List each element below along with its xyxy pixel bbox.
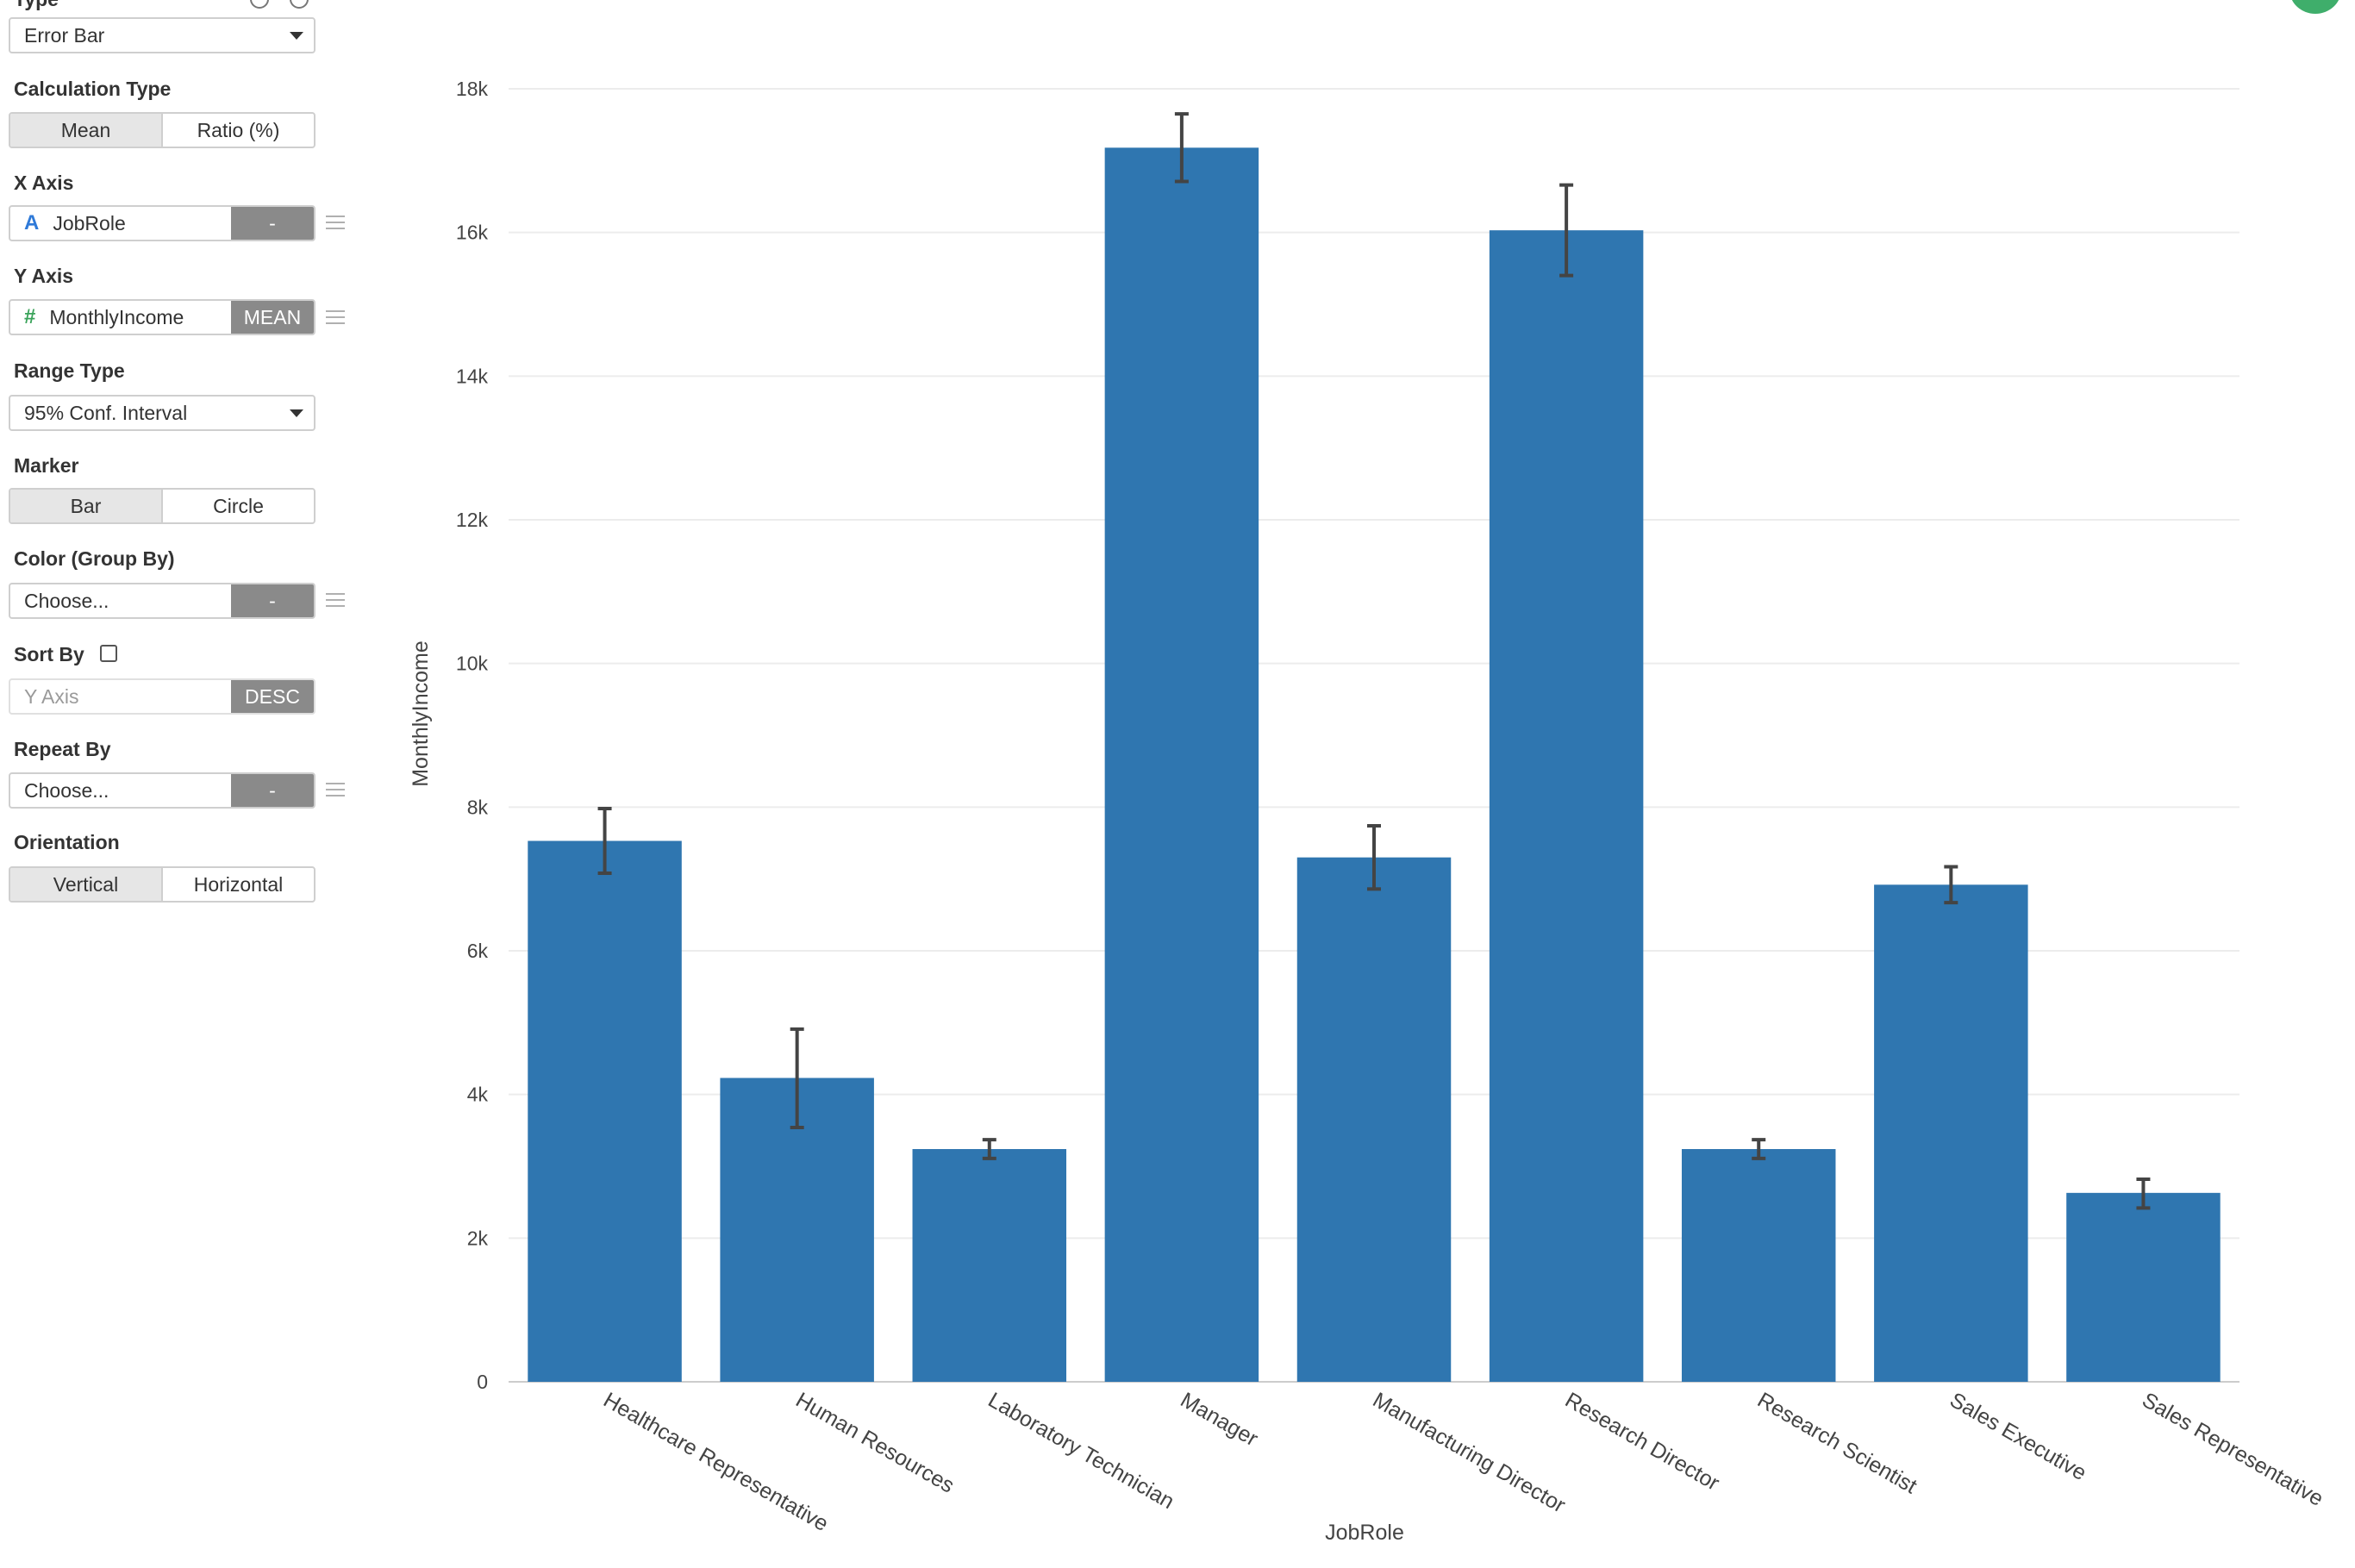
chart-area: 0 2k 4k 6k 8k 10k 12k 14k 16k 18k Healthcare Repre… [362, 0, 2355, 1564]
color-group-by-value[interactable]: Choose... [24, 589, 109, 612]
y-tick-label: 10k [456, 653, 489, 675]
y-axis-title: Y Axis [14, 265, 74, 287]
type-title: Type [14, 0, 59, 11]
x-tick-label: Research Scientist [1753, 1388, 1921, 1498]
y-tick-label: 16k [456, 222, 489, 244]
y-axis-aggregation-button[interactable]: MEAN [231, 301, 314, 334]
x-tick-label: Manufacturing Director [1369, 1388, 1570, 1518]
calculation-type-mean-option[interactable]: Mean [10, 114, 161, 147]
x-tick-label: Sales Executive [1946, 1388, 2090, 1485]
range-type-value: 95% Conf. Interval [24, 401, 188, 424]
bar [1104, 147, 1259, 1382]
y-tick-label: 4k [467, 1084, 489, 1106]
repeat-by-selector[interactable]: Choose... - [9, 772, 315, 809]
x-tick-label: Laboratory Technician [984, 1388, 1178, 1514]
range-type-title: Range Type [14, 359, 125, 382]
bar [912, 1149, 1067, 1382]
marker-toggle[interactable]: Bar Circle [9, 488, 315, 524]
y-tick-label: 14k [456, 365, 489, 387]
x-tick-label: Sales Representative [2138, 1388, 2327, 1511]
repeat-by-function-button[interactable]: - [231, 774, 314, 807]
color-group-by-function-button[interactable]: - [231, 584, 314, 617]
chevron-down-icon [290, 32, 303, 40]
orientation-title: Orientation [14, 831, 120, 853]
chart-settings-sidebar: Type Error Bar Calculation Type Mean Rat… [0, 0, 362, 1564]
x-tick-label: Manager [1177, 1388, 1262, 1452]
repeat-by-value[interactable]: Choose... [24, 778, 109, 802]
y-axis-column-selector[interactable]: # MonthlyIncome MEAN [9, 299, 315, 335]
marker-circle-option[interactable]: Circle [161, 490, 314, 522]
calculation-type-ratio-option[interactable]: Ratio (%) [161, 114, 314, 147]
x-axis-column-name: JobRole [53, 211, 126, 234]
number-type-icon: # [24, 305, 36, 328]
x-axis-column[interactable]: A JobRole [10, 207, 231, 240]
y-axis-column[interactable]: # MonthlyIncome [10, 301, 231, 334]
orientation-toggle[interactable]: Vertical Horizontal [9, 866, 315, 903]
repeat-by-title: Repeat By [14, 738, 111, 760]
x-tick-label: Research Director [1561, 1388, 1723, 1496]
y-tick-label: 8k [467, 796, 489, 818]
sort-by-direction-button[interactable]: DESC [231, 680, 314, 713]
x-axis-column-selector[interactable]: A JobRole - [9, 205, 315, 241]
x-axis-title: JobRole [1325, 1521, 1404, 1545]
bar [2066, 1192, 2221, 1382]
y-axis-menu-icon[interactable] [326, 310, 345, 326]
range-type-select[interactable]: 95% Conf. Interval [9, 395, 315, 431]
y-axis-column-name: MonthlyIncome [49, 305, 184, 328]
string-type-icon: A [24, 211, 40, 234]
calculation-type-toggle[interactable]: Mean Ratio (%) [9, 112, 315, 148]
color-group-by-menu-icon[interactable] [326, 593, 345, 609]
color-group-by-selector[interactable]: Choose... - [9, 583, 315, 619]
bar [1681, 1149, 1836, 1382]
repeat-by-menu-icon[interactable] [326, 783, 345, 798]
type-select-value: Error Bar [24, 23, 105, 47]
x-axis-function-button[interactable]: - [231, 207, 314, 240]
y-tick-label: 0 [477, 1371, 488, 1393]
sort-by-placeholder[interactable]: Y Axis [24, 684, 79, 708]
chevron-down-icon [290, 409, 303, 417]
header-icons [250, 0, 309, 9]
marker-bar-option[interactable]: Bar [10, 490, 161, 522]
type-select[interactable]: Error Bar [9, 17, 315, 53]
y-axis-title: MonthlyIncome [409, 640, 433, 787]
y-tick-label: 12k [456, 509, 489, 531]
x-axis-menu-icon[interactable] [326, 216, 345, 231]
bar [1874, 884, 2028, 1382]
x-axis-title: X Axis [14, 172, 74, 194]
calculation-type-title: Calculation Type [14, 78, 172, 100]
x-tick-label: Human Resources [791, 1388, 958, 1498]
sort-by-checkbox[interactable] [100, 645, 117, 662]
marker-title: Marker [14, 454, 79, 477]
bar [1489, 230, 1644, 1383]
bar [1296, 857, 1452, 1382]
bar [528, 840, 682, 1382]
y-tick-label: 18k [456, 78, 489, 100]
user-avatar[interactable] [2289, 0, 2341, 14]
y-tick-label: 6k [467, 940, 489, 962]
sort-by-title: Sort By [14, 643, 84, 665]
y-tick-label: 2k [467, 1227, 489, 1249]
sort-by-selector[interactable]: Y Axis DESC [9, 678, 315, 715]
color-group-by-title: Color (Group By) [14, 547, 175, 570]
orientation-horizontal-option[interactable]: Horizontal [161, 868, 314, 901]
orientation-vertical-option[interactable]: Vertical [10, 868, 161, 901]
